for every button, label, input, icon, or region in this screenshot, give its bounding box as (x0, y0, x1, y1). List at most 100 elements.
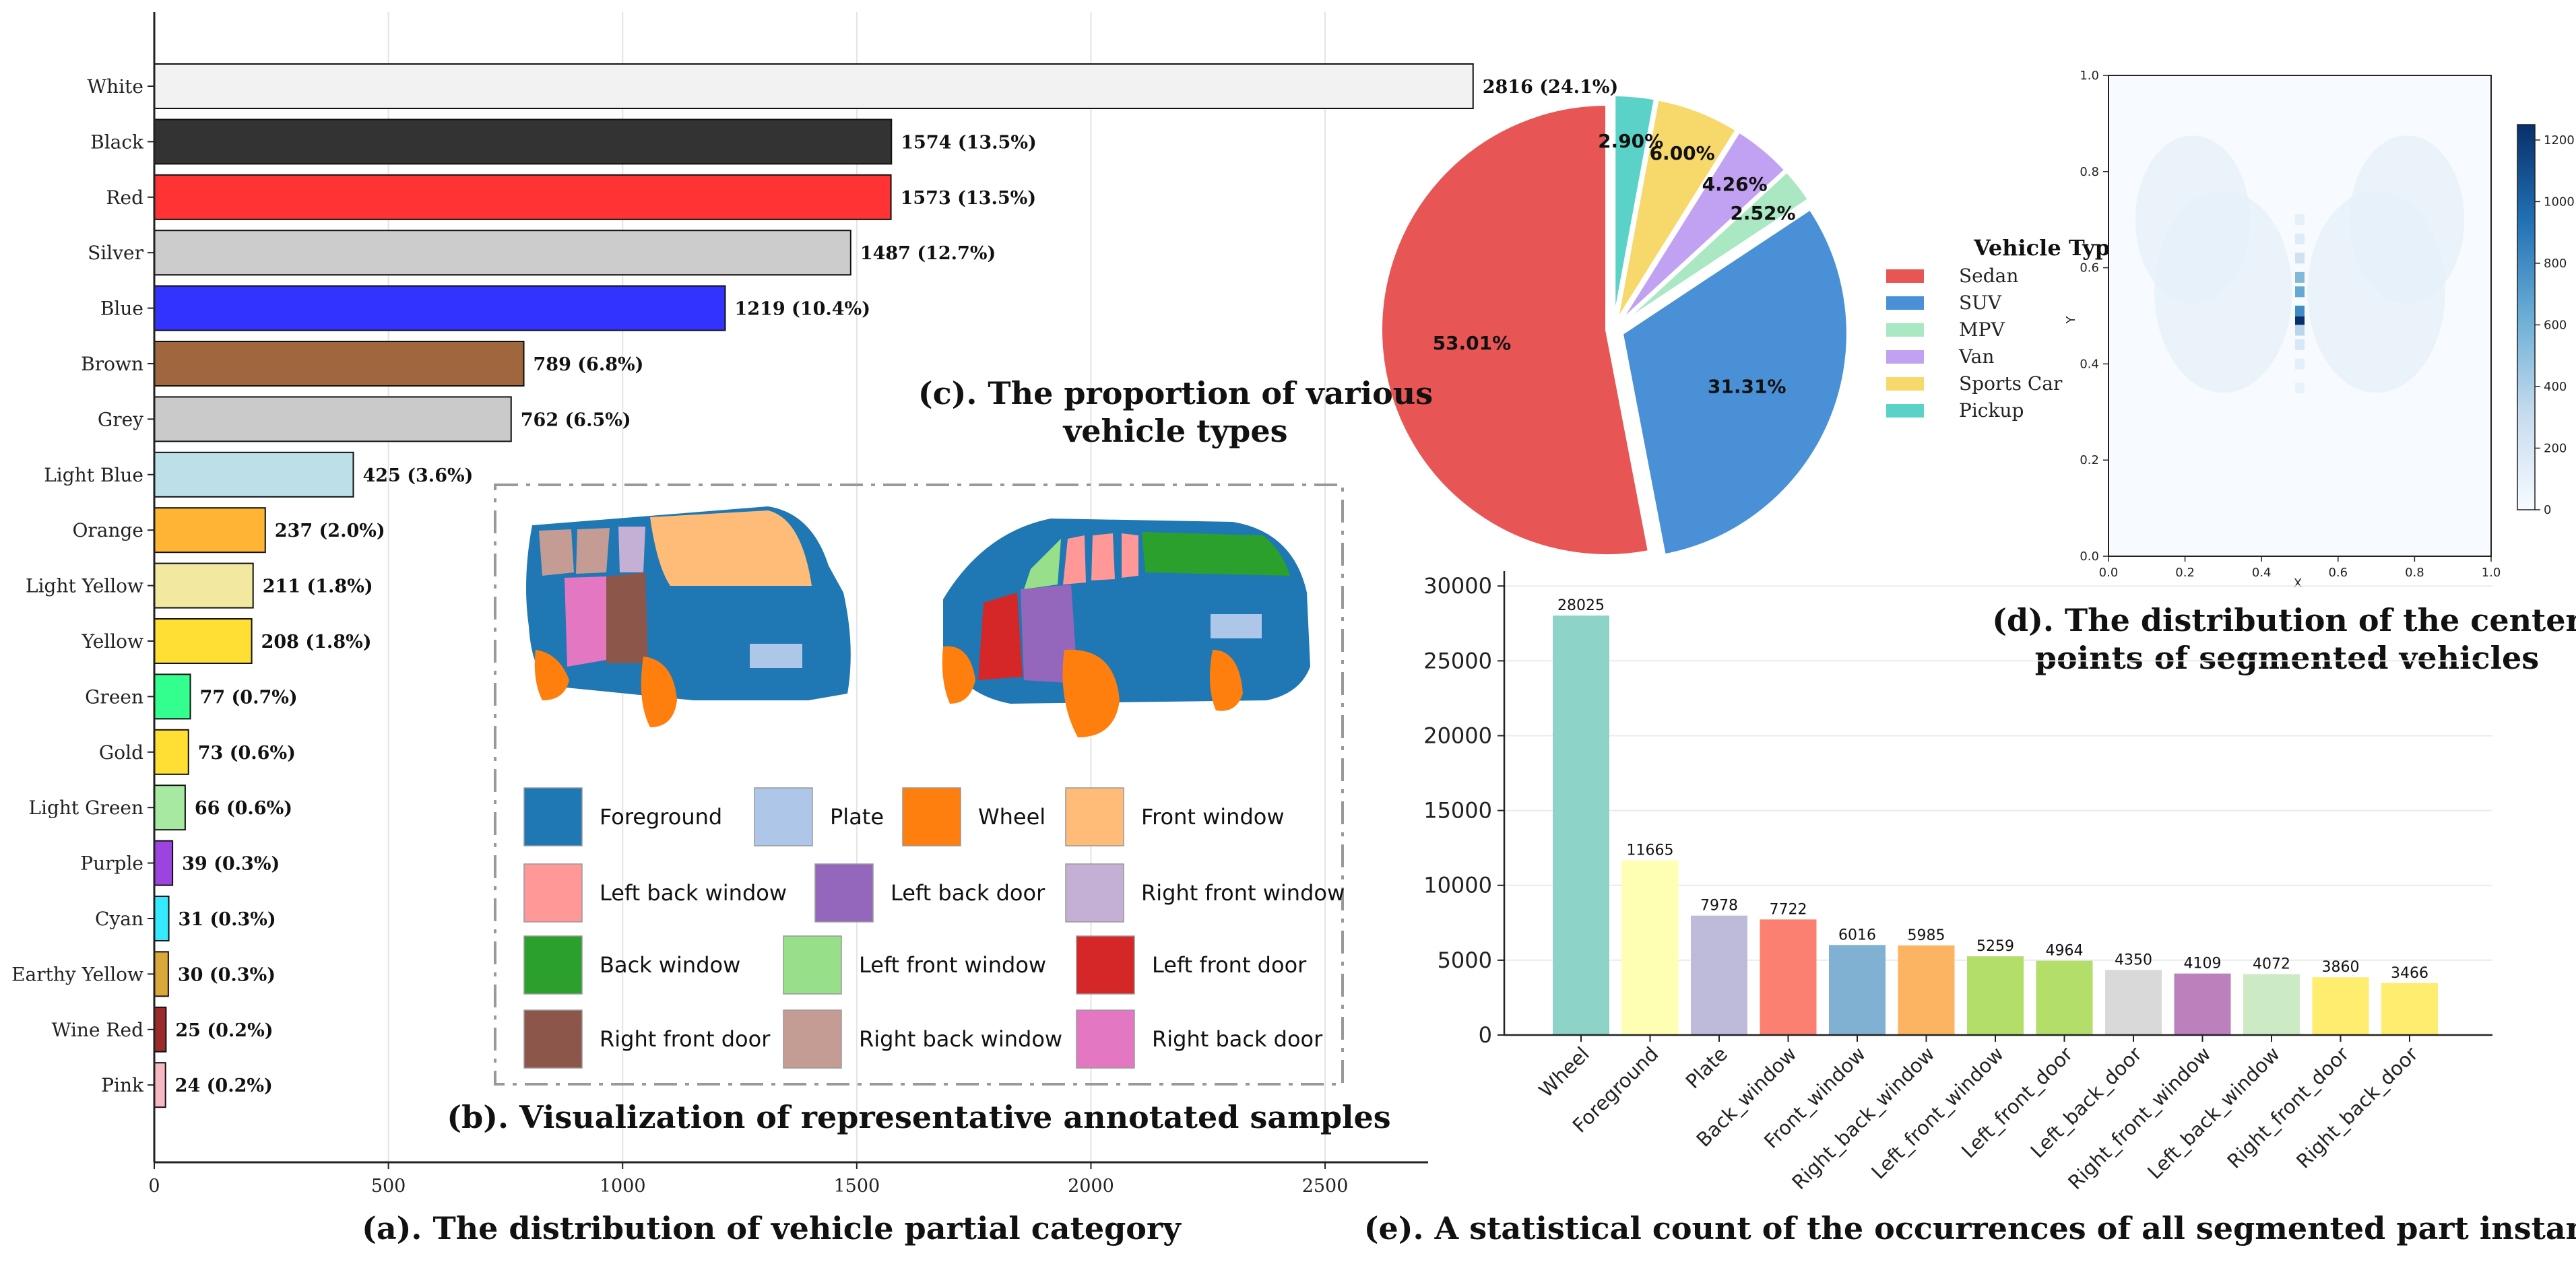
panel-a-x-tick-label: 1000 (600, 1176, 646, 1197)
heatmap-cell (2295, 253, 2305, 264)
legend-swatch-foreground (523, 787, 583, 846)
legend-label-right-front-window: Right front window (1141, 880, 1345, 906)
pie-legend-label-sports-car: Sports Car (1959, 372, 2063, 395)
pie-slice-mpv (1619, 169, 1811, 326)
panel-a-x-tick-label: 0 (148, 1176, 160, 1197)
legend-swatch-left-back-door (814, 863, 874, 923)
pie-slice-pickup (1613, 94, 1657, 321)
panel-a-x-tick-label: 500 (371, 1176, 406, 1197)
caption-e: (e). A statistical count of the occurren… (1364, 1210, 2576, 1246)
bar-plate (1691, 915, 1747, 1035)
value-label-silver: 1487 (12.7%) (860, 243, 996, 264)
category-label-black: Black (90, 131, 144, 153)
heatmap-x-tick-label: 0.6 (2328, 566, 2348, 580)
value-label-purple: 39 (0.3%) (182, 854, 280, 875)
category-label-cyan: Cyan (95, 908, 143, 930)
panel-e-y-tick-label: 25000 (1423, 648, 1492, 673)
value-label-grey: 762 (6.5%) (521, 409, 631, 430)
heatmap-x-tick-label: 1.0 (2482, 566, 2501, 580)
heatmap-cell (2295, 358, 2305, 370)
category-label-light-green: Light Green (28, 797, 143, 819)
colorbar-tick-label: 200 (2544, 441, 2567, 455)
bar-purple (154, 840, 174, 886)
value-label-brown: 789 (6.8%) (534, 354, 644, 375)
bar-right-front-door (2312, 977, 2369, 1035)
category-label-right-front-door: Right_front_door (2223, 1042, 2354, 1173)
heatmap-cell (2295, 315, 2305, 327)
value-label-green: 77 (0.7%) (200, 687, 298, 708)
pie-legend-swatch-pickup (1886, 404, 1924, 418)
category-label-earthy-yellow: Earthy Yellow (11, 963, 143, 985)
legend-label-left-back-door: Left back door (891, 880, 1045, 906)
heatmap-y-tick-label: 0.8 (2080, 165, 2099, 179)
legend-swatch-front-window (1065, 787, 1124, 846)
pie-legend-label-van: Van (1958, 345, 1994, 368)
legend-label-left-back-window: Left back window (600, 880, 787, 906)
legend-swatch-right-back-door (1076, 1009, 1135, 1069)
pie-legend-label-sedan: Sedan (1959, 265, 2018, 287)
bar-earthy-yellow (154, 951, 169, 997)
bar-black (154, 119, 893, 165)
heatmap-y-tick-label: 1.0 (2080, 69, 2099, 83)
bar-cyan (154, 896, 170, 941)
panel-c-pie-chart: 53.01%31.31%2.52%4.26%6.00%2.90% Vehicle… (918, 94, 2135, 557)
category-label-red: Red (106, 187, 143, 209)
value-label-wheel: 28025 (1557, 597, 1605, 614)
legend-label-right-back-door: Right back door (1152, 1026, 1323, 1052)
bar-back-window (1760, 919, 1817, 1035)
bar-red (154, 174, 892, 220)
colorbar-tick-label: 400 (2544, 380, 2567, 394)
bar-foreground (1621, 860, 1679, 1035)
heatmap-x-tick-label: 0.8 (2405, 566, 2424, 580)
value-label-left-back-door: 4350 (2115, 952, 2152, 968)
heatmap-x-tick-label: 0.2 (2175, 566, 2195, 580)
category-label-pink: Pink (101, 1074, 144, 1096)
legend-label-left-front-window: Left front window (859, 952, 1046, 978)
heatmap-y-label: Y (2064, 316, 2078, 325)
caption-d-line2: points of segmented vehicles (2035, 640, 2539, 676)
heatmap-y-tick-label: 0.0 (2080, 549, 2099, 564)
category-label-brown: Brown (81, 353, 143, 375)
bar-light-yellow (154, 562, 254, 609)
legend-swatch-wheel (902, 787, 961, 846)
heatmap-colorbar (2517, 124, 2536, 510)
value-label-right-back-door: 3466 (2391, 965, 2428, 982)
value-label-light-yellow: 211 (1.8%) (263, 576, 373, 597)
category-label-wine-red: Wine Red (52, 1019, 143, 1041)
value-label-yellow: 208 (1.8%) (261, 632, 372, 653)
pie-legend-swatch-suv (1886, 296, 1924, 310)
category-label-blue: Blue (100, 298, 143, 320)
value-label-orange: 237 (2.0%) (275, 521, 385, 541)
bar-green (154, 673, 191, 720)
colorbar-tick-label: 600 (2544, 318, 2567, 332)
heatmap-density-blob (2154, 191, 2292, 393)
category-label-green: Green (85, 686, 143, 708)
colorbar-tick-label: 0 (2544, 503, 2551, 517)
category-label-left-front-window: Left_front_window (1867, 1042, 2008, 1184)
pie-slice-sedan (1380, 102, 1651, 557)
value-label-light-green: 66 (0.6%) (195, 798, 292, 819)
panel-a-bar-chart: White Black Red Silver Blue Brown Grey Light Bl… (11, 12, 1618, 1246)
pie-legend-swatch-van (1886, 350, 1924, 364)
heatmap-cell (2295, 325, 2305, 336)
pie-legend-swatch-sedan (1886, 269, 1924, 283)
category-label-grey: Grey (98, 408, 143, 430)
pie-value-label-van: 4.26% (1702, 173, 1768, 195)
value-label-light-blue: 425 (3.6%) (362, 465, 473, 486)
pie-legend-swatch-mpv (1886, 323, 1924, 337)
heatmap-cell (2295, 214, 2305, 226)
value-label-cyan: 31 (0.3%) (179, 909, 276, 930)
bar-left-back-door (2105, 970, 2162, 1035)
legend-swatch-right-front-door (523, 1009, 583, 1069)
value-label-blue: 1219 (10.4%) (734, 299, 870, 320)
bar-yellow (154, 618, 253, 664)
panel-a-x-tick-label: 2500 (1302, 1176, 1349, 1197)
value-label-earthy-yellow: 30 (0.3%) (178, 964, 276, 985)
value-label-plate: 7978 (1700, 898, 1738, 914)
bar-orange (154, 507, 266, 554)
bar-blue (154, 285, 726, 331)
value-label-white: 2816 (24.1%) (1483, 77, 1619, 98)
panel-a-x-tick-label: 2000 (1068, 1176, 1114, 1197)
annotated-car-left (526, 506, 851, 727)
